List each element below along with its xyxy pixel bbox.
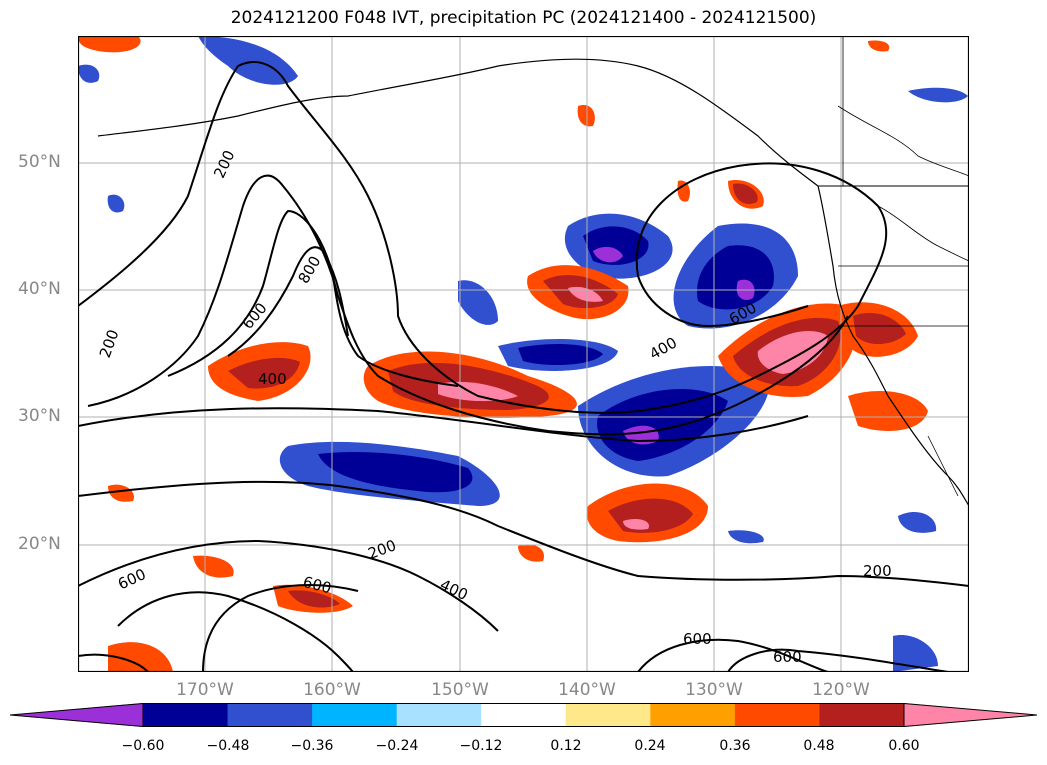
contour-label: 200 (863, 562, 892, 580)
colorbar-extend-low (10, 703, 143, 727)
coastlines (97, 36, 970, 507)
colorbar-segment (734, 703, 820, 727)
colorbar-tick: 0.36 (719, 738, 751, 754)
lon-label-120w: 120°W (812, 680, 870, 700)
lat-label-30n: 30°N (18, 406, 61, 426)
precip-negative-areas (78, 36, 968, 672)
map-frame (77, 35, 970, 673)
contour-label: 600 (683, 630, 712, 648)
contour-label: 400 (258, 370, 287, 388)
colorbar-tick: −0.60 (121, 738, 165, 754)
colorbar-segment (650, 703, 736, 727)
colorbar-extend-high (904, 703, 1037, 727)
colorbar-tick: 0.24 (634, 738, 666, 754)
colorbar (10, 703, 1037, 727)
colorbar-segment (227, 703, 313, 727)
colorbar-segment (819, 703, 905, 727)
precip-positive-areas (78, 36, 928, 672)
colorbar-tick: 0.48 (803, 738, 835, 754)
lon-label-140w: 140°W (558, 680, 616, 700)
map-canvas: 200 200 200 200 600 800 400 400 600 600 … (77, 35, 970, 673)
lon-label-150w: 150°W (431, 680, 489, 700)
ivt-contours (77, 61, 970, 673)
colorbar-segment (312, 703, 398, 727)
lat-label-40n: 40°N (18, 279, 61, 299)
map-title: 2024121200 F048 IVT, precipitation PC (2… (230, 8, 817, 28)
colorbar-tick: −0.48 (206, 738, 250, 754)
lat-label-20n: 20°N (18, 534, 61, 554)
graticule (78, 36, 969, 672)
colorbar-tick: −0.12 (459, 738, 503, 754)
colorbar-segment (143, 703, 229, 727)
lon-label-130w: 130°W (685, 680, 743, 700)
lat-label-50n: 50°N (18, 152, 61, 172)
contour-label: 600 (773, 648, 802, 666)
colorbar-segment (396, 703, 482, 727)
colorbar-segment (481, 703, 567, 727)
colorbar-tick: 0.60 (888, 738, 920, 754)
colorbar-tick: −0.24 (375, 738, 419, 754)
colorbar-tick: 0.12 (550, 738, 582, 754)
colorbar-segment (565, 703, 651, 727)
map-panel: 200 200 200 200 600 800 400 400 600 600 … (77, 35, 970, 673)
colorbar-tick: −0.36 (290, 738, 334, 754)
lon-label-160w: 160°W (303, 680, 361, 700)
lon-label-170w: 170°W (176, 680, 234, 700)
